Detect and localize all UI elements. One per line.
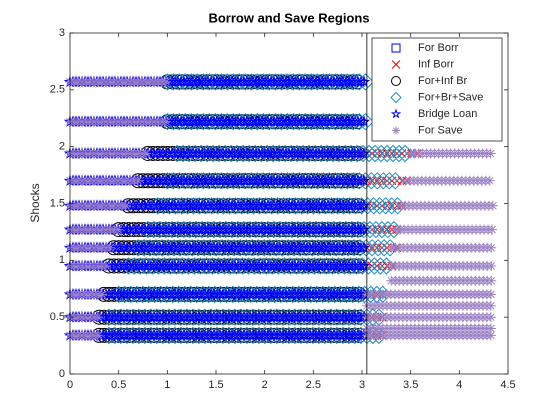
legend-label: For Borr [418, 42, 459, 54]
x-tick-label: 3 [359, 379, 365, 391]
legend-marker [391, 60, 401, 69]
marker-row [65, 224, 123, 235]
marker-row [158, 112, 375, 131]
x-tick-label: 1 [164, 379, 170, 391]
x-tick-label: 3.5 [403, 379, 418, 391]
legend-label: For+Inf Br [418, 75, 468, 87]
marker-row [168, 144, 414, 163]
marker-row [100, 326, 388, 345]
chart-title: Borrow and Save Regions [208, 10, 369, 25]
legend-label: For Save [418, 124, 463, 136]
marker-row [386, 275, 497, 286]
x-tick-label: 0.5 [111, 379, 126, 391]
x-tick-label: 0 [67, 379, 73, 391]
x-tick-label: 1.5 [208, 379, 223, 391]
marker-row [139, 220, 403, 239]
y-tick-label: 2 [59, 141, 65, 153]
marker-row [386, 242, 497, 253]
y-tick-label: 3 [59, 27, 65, 39]
marker-row [129, 239, 399, 257]
marker-row [65, 76, 171, 87]
marker-row [109, 285, 392, 304]
marker-row [65, 200, 131, 211]
x-tick-label: 4.5 [500, 379, 515, 391]
x-tick-label: 2 [262, 379, 268, 391]
marker-row [405, 148, 496, 159]
legend-marker [390, 91, 402, 104]
legend-marker [391, 43, 401, 53]
y-tick-label: 0 [59, 368, 65, 380]
marker-row [158, 73, 375, 91]
legend-marker [390, 108, 402, 119]
legend-label: Bridge Loan [418, 108, 477, 120]
y-tick-label: 2.5 [50, 84, 65, 96]
marker-row [391, 224, 498, 235]
y-tick-label: 0.5 [50, 311, 65, 323]
x-tick-label: 4 [456, 379, 462, 391]
marker-row [400, 175, 495, 186]
legend-marker [391, 76, 402, 86]
marker-row [65, 116, 171, 127]
y-axis-label: Shocks [28, 183, 42, 222]
marker-row [395, 200, 498, 211]
marker-row [100, 308, 388, 326]
marker-row [148, 197, 407, 215]
marker-row [119, 257, 396, 275]
legend-label: For+Br+Save [418, 91, 483, 103]
y-tick-label: 1.5 [50, 197, 65, 209]
legend-marker [392, 126, 400, 135]
y-tick-label: 1 [59, 254, 65, 266]
marker-row [158, 172, 405, 190]
legend-label: Inf Borr [418, 58, 454, 70]
x-tick-label: 2.5 [306, 379, 321, 391]
marker-row [386, 261, 497, 271]
legend-box [371, 37, 503, 142]
